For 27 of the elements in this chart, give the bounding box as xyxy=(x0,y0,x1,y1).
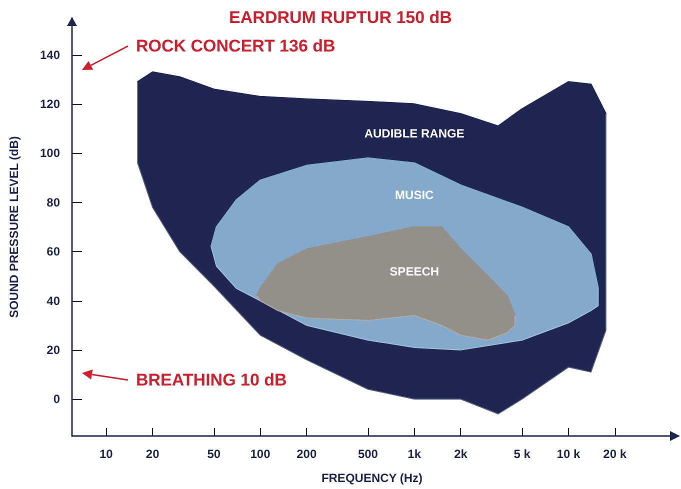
x-tick-label: 2k xyxy=(454,447,468,461)
series-label: AUDIBLE RANGE xyxy=(364,126,464,141)
y-tick-label: 40 xyxy=(46,294,60,308)
chart-title: EARDRUM RUPTUR 150 dB xyxy=(229,8,452,27)
x-tick-label: 1k xyxy=(408,447,422,461)
y-axis-title: SOUND PRESSURE LEVEL (dB) xyxy=(7,136,21,318)
y-tick-label: 140 xyxy=(40,48,60,62)
x-tick-label: 200 xyxy=(296,447,317,461)
x-tick-label: 20 k xyxy=(603,447,627,461)
y-tick-label: 100 xyxy=(40,146,60,160)
y-tick-label: 60 xyxy=(46,244,60,259)
x-tick-label: 500 xyxy=(358,447,378,461)
x-tick-label: 10 xyxy=(100,447,114,461)
y-tick-label: 0 xyxy=(53,392,60,406)
x-tick-label: 50 xyxy=(207,447,221,461)
y-tick-label: 120 xyxy=(40,97,60,112)
x-tick-label: 10 k xyxy=(556,447,580,461)
x-tick-label: 100 xyxy=(250,447,271,461)
series-label: MUSIC xyxy=(395,188,434,202)
annotation: ROCK CONCERT 136 dB xyxy=(136,36,336,56)
y-tick-label: 20 xyxy=(46,342,60,357)
text: SPEECH xyxy=(390,264,440,278)
x-tick-label: 20 xyxy=(146,447,160,461)
x-tick-label: 5 k xyxy=(514,447,531,461)
y-tick-label: 80 xyxy=(46,195,60,210)
annotation: BREATHING 10 dB xyxy=(136,370,287,390)
x-axis-title: FREQUENCY (Hz) xyxy=(321,471,423,485)
